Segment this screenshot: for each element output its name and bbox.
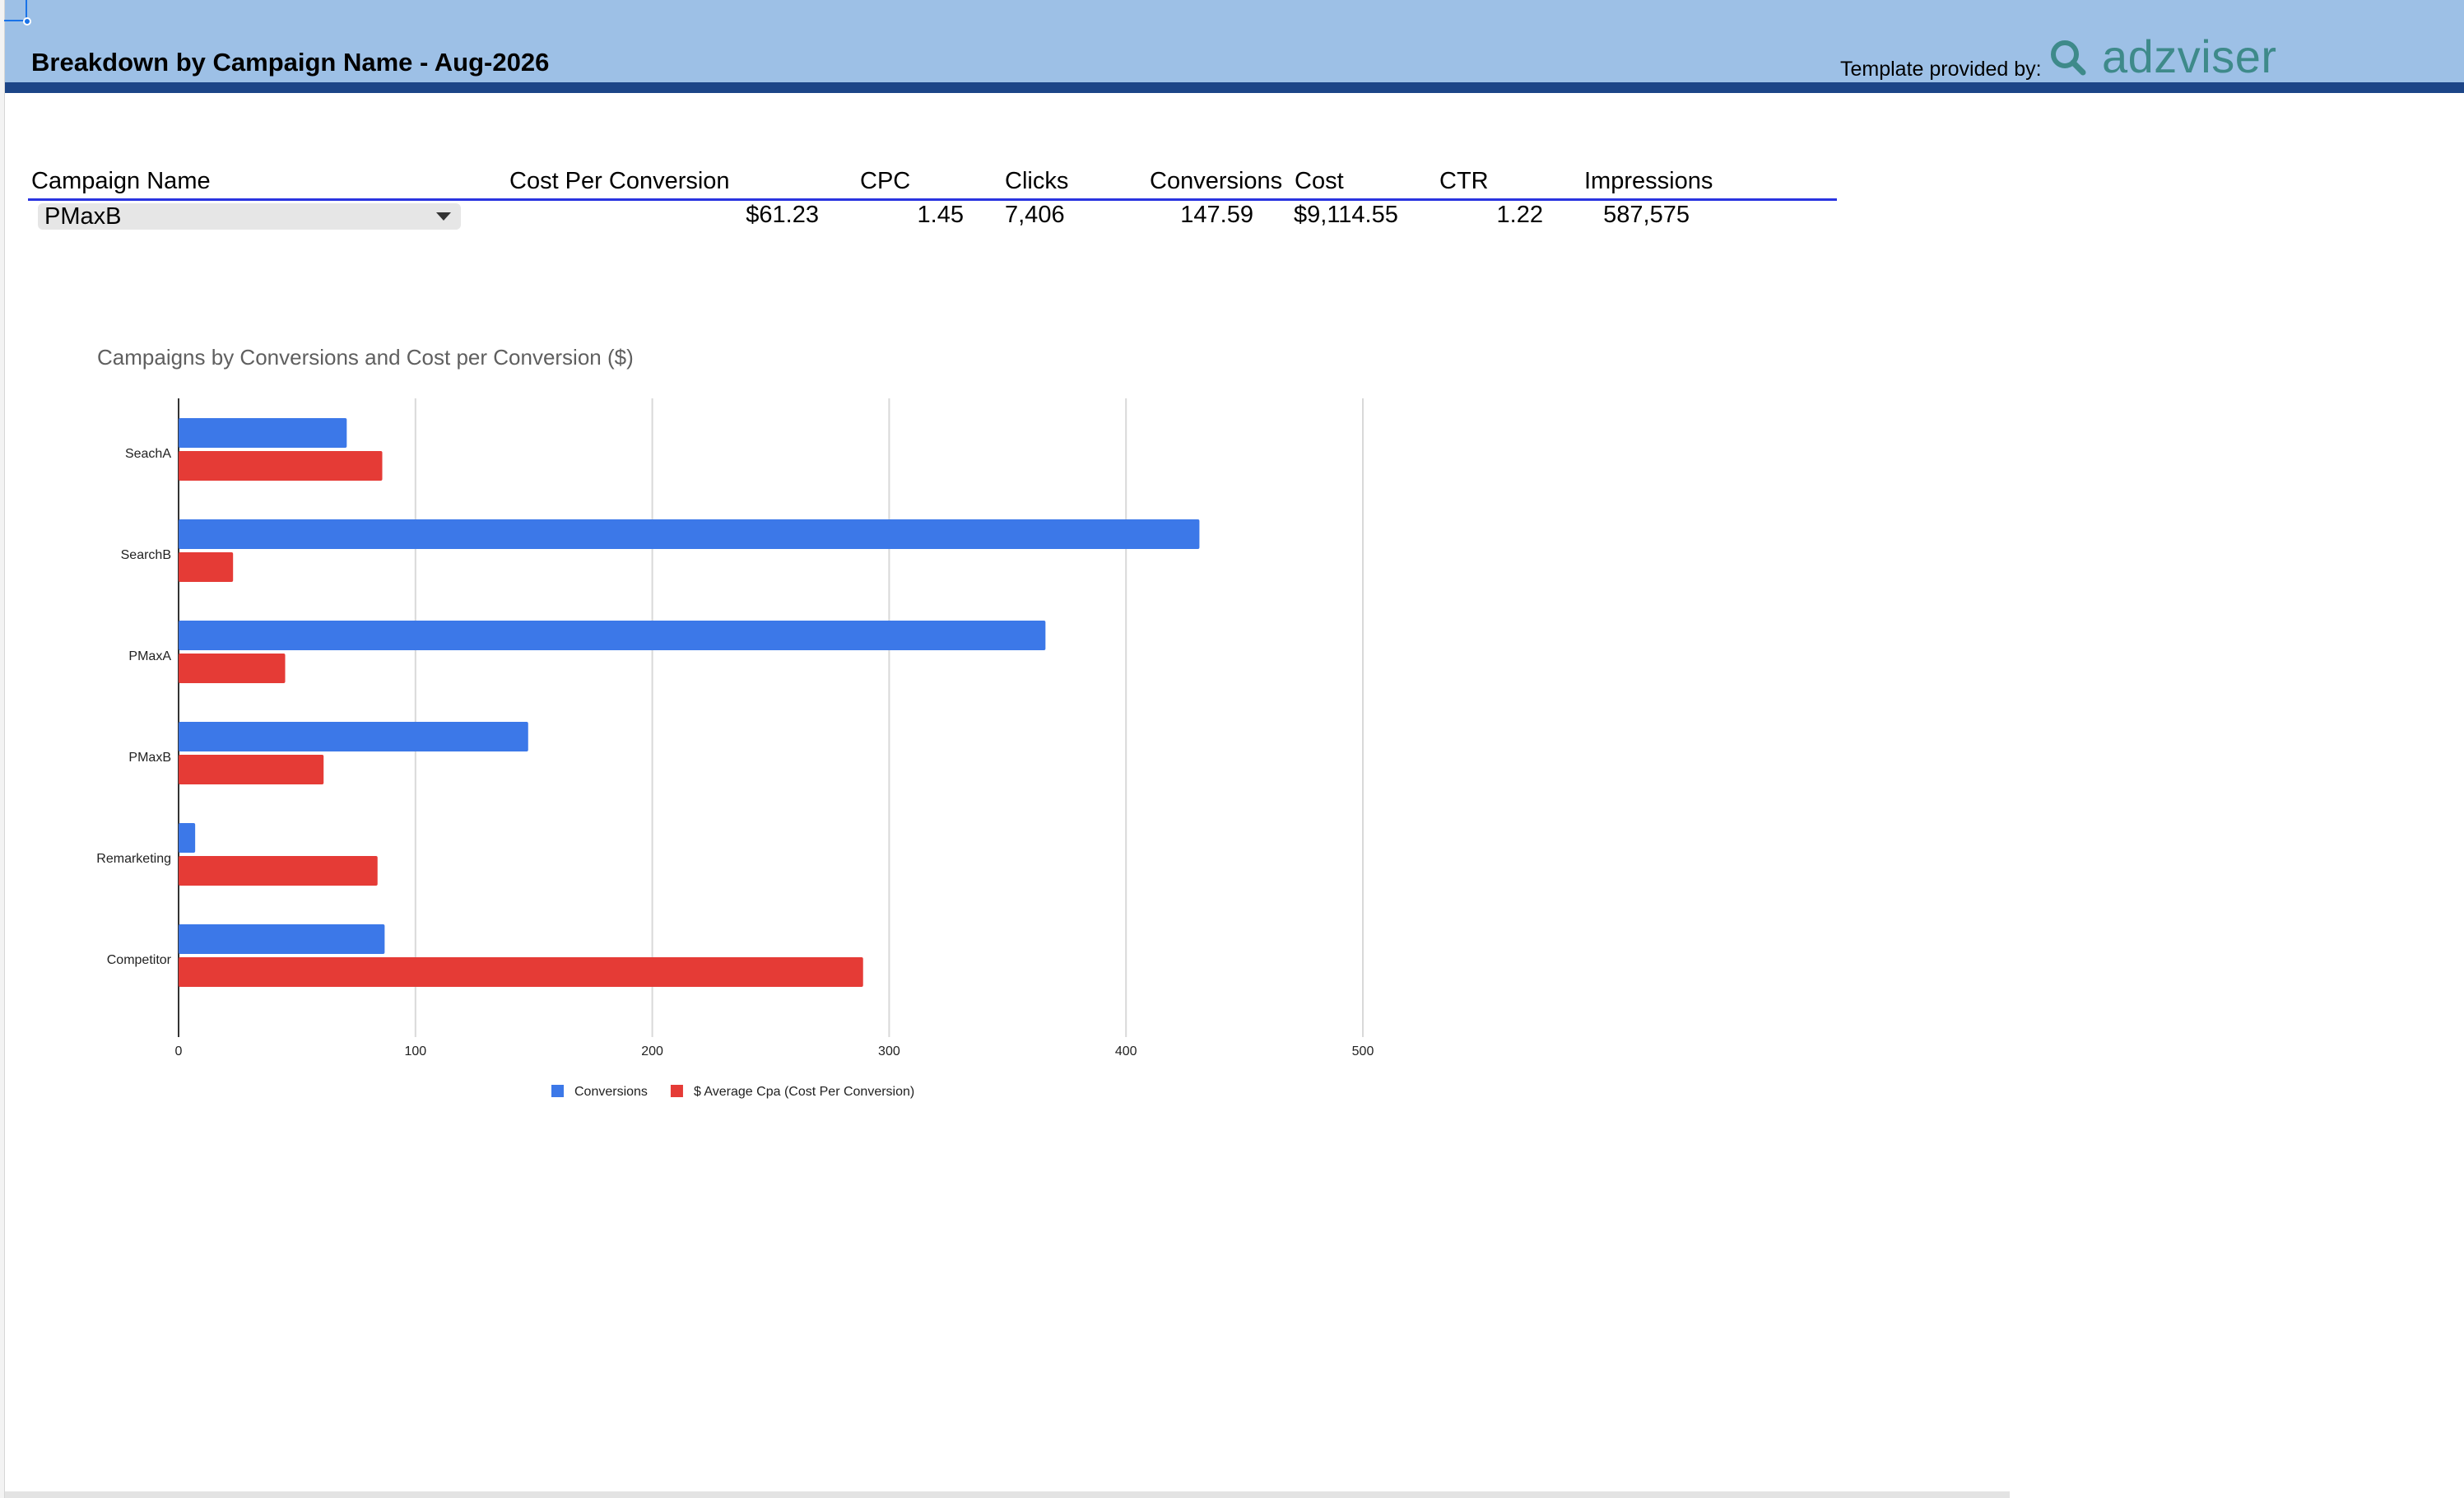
magnifier-logo-icon: [2051, 40, 2086, 76]
x-tick-label: 400: [1115, 1044, 1137, 1058]
cell-impressions: 587,575: [1603, 202, 1690, 228]
x-tick-label: 200: [641, 1044, 663, 1058]
chevron-down-icon[interactable]: [436, 212, 451, 221]
category-label: SearchB: [121, 548, 171, 562]
col-header-impressions: Impressions: [1584, 168, 1713, 194]
cell-selection-marker[interactable]: [4, 0, 27, 21]
cell-cost-per-conversion: $61.23: [746, 202, 819, 228]
page-title: Breakdown by Campaign Name - Aug-2026: [31, 48, 550, 77]
bar-conversions: [179, 621, 1046, 650]
col-header-cost-per-conversion: Cost Per Conversion: [509, 168, 730, 194]
col-header-ctr: CTR: [1439, 168, 1489, 194]
x-tick-label: 500: [1352, 1044, 1374, 1058]
bar-conversions: [179, 823, 196, 853]
category-label: Remarketing: [96, 852, 171, 866]
x-tick-label: 0: [175, 1044, 183, 1058]
bar-conversions: [179, 924, 385, 954]
x-tick-label: 300: [878, 1044, 900, 1058]
category-label: Competitor: [107, 953, 172, 967]
bar-cpa: [179, 755, 324, 784]
category-label: SeachA: [125, 447, 171, 461]
campaign-dropdown[interactable]: PMaxB: [38, 203, 461, 230]
cell-clicks: 7,406: [1005, 202, 1065, 228]
bar-cpa: [179, 957, 863, 987]
bar-cpa: [179, 451, 383, 481]
row-header-gutter: [0, 0, 5, 1498]
col-header-cost: Cost: [1295, 168, 1344, 194]
bar-conversions: [179, 418, 347, 448]
x-tick-label: 100: [404, 1044, 426, 1058]
header-rule: [5, 82, 2464, 93]
bar-cpa: [179, 552, 234, 582]
cell-ctr: 1.22: [1496, 202, 1543, 228]
cell-cost: $9,114.55: [1294, 202, 1398, 228]
col-header-cpc: CPC: [860, 168, 911, 194]
chart-title: Campaigns by Conversions and Cost per Co…: [97, 345, 634, 370]
template-credit-label: Template provided by:: [1840, 58, 2042, 81]
horizontal-scrollbar[interactable]: [5, 1491, 2010, 1498]
legend-swatch: [670, 1085, 683, 1097]
bar-conversions: [179, 519, 1200, 549]
col-header-campaign-name: Campaign Name: [31, 168, 211, 194]
bar-conversions: [179, 722, 528, 751]
category-label: PMaxA: [128, 649, 171, 663]
header-band: [5, 0, 2464, 82]
col-header-clicks: Clicks: [1005, 168, 1069, 194]
cell-conversions: 147.59: [1180, 202, 1253, 228]
category-label: PMaxB: [128, 751, 171, 765]
legend-label: Conversions: [574, 1085, 648, 1099]
col-header-conversions: Conversions: [1150, 168, 1283, 194]
table-header-rule: [28, 198, 1837, 201]
brand-name: adzviser: [2102, 30, 2277, 82]
cell-cpc: 1.45: [917, 202, 964, 228]
campaign-dropdown-value: PMaxB: [44, 203, 122, 230]
legend-label: $ Average Cpa (Cost Per Conversion): [694, 1085, 914, 1099]
brand-logo[interactable]: adzviser: [2048, 30, 2277, 84]
legend-swatch: [551, 1085, 564, 1097]
bar-cpa: [179, 856, 378, 886]
bar-cpa: [179, 654, 286, 683]
selection-handle[interactable]: [23, 17, 31, 26]
